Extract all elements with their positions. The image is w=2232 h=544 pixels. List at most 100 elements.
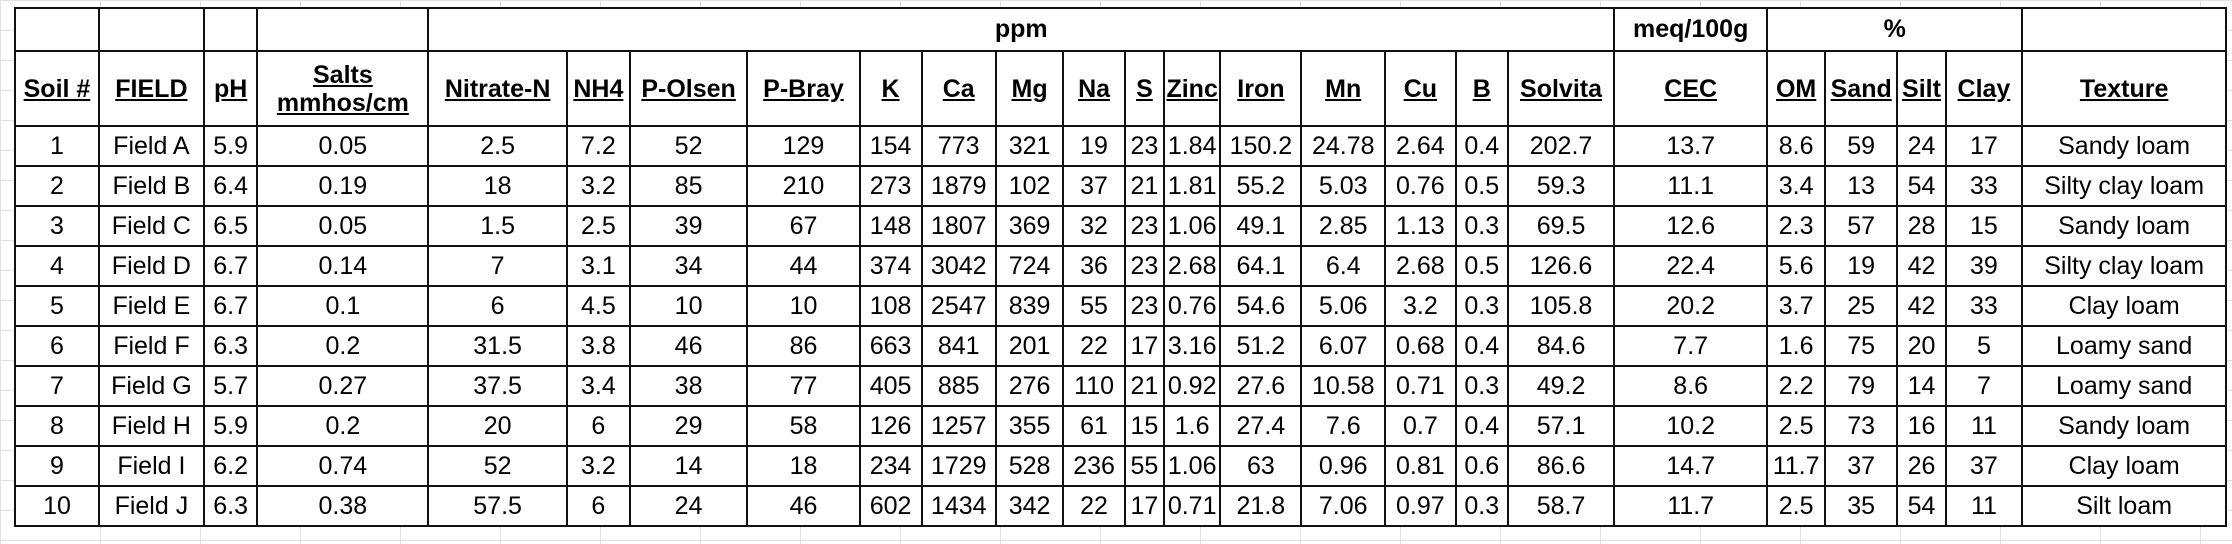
cell-solvita: 84.6 — [1506, 325, 1616, 367]
cell-ca: 1257 — [920, 405, 997, 447]
cell-field: Field G — [97, 365, 205, 407]
cell-k: 663 — [858, 325, 923, 367]
cell-na: 32 — [1062, 205, 1127, 247]
cell-cu: 0.76 — [1384, 165, 1457, 207]
cell-salts: 0.05 — [256, 125, 430, 167]
cell-cec: 11.1 — [1613, 165, 1769, 207]
cell-mg: 102 — [994, 165, 1065, 207]
cell-field: Field F — [97, 325, 205, 367]
column-header-row: Soil # FIELD pH Salts mmhos/cm Nitrate-N… — [14, 50, 2227, 127]
cell-k: 234 — [858, 445, 923, 487]
cell-texture: Sandy loam — [2021, 125, 2227, 167]
cell-mg: 355 — [994, 405, 1065, 447]
cell-soil: 9 — [14, 445, 100, 487]
cell-na: 236 — [1062, 445, 1127, 487]
cell-ph: 6.4 — [202, 165, 259, 207]
cell-s: 15 — [1124, 405, 1165, 447]
header-solvita: Solvita — [1506, 50, 1616, 127]
cell-ph: 6.3 — [202, 485, 259, 527]
cell-na: 19 — [1062, 125, 1127, 167]
cell-solvita: 86.6 — [1506, 445, 1616, 487]
cell-om: 2.5 — [1766, 485, 1826, 527]
cell-ph: 6.7 — [202, 245, 259, 287]
cell-na: 61 — [1062, 405, 1127, 447]
cell-ph: 6.3 — [202, 325, 259, 367]
cell-om: 2.3 — [1766, 205, 1826, 247]
cell-s: 23 — [1124, 285, 1165, 327]
cell-ca: 1729 — [920, 445, 997, 487]
cell-nitrate: 37.5 — [427, 365, 568, 407]
header-sand: Sand — [1823, 50, 1899, 127]
cell-b: 0.3 — [1454, 205, 1509, 247]
cell-iron: 63 — [1219, 445, 1303, 487]
cell-mg: 201 — [994, 325, 1065, 367]
cell-field: Field E — [97, 285, 205, 327]
header-om: OM — [1766, 50, 1826, 127]
cell-salts: 0.2 — [256, 405, 430, 447]
cell-b: 0.4 — [1454, 125, 1509, 167]
table-row: 2 Field B 6.4 0.19 18 3.2 85 210 273 1879 102 37 21 1… — [14, 165, 2227, 207]
cell-om: 3.4 — [1766, 165, 1826, 207]
cell-ca: 1434 — [920, 485, 997, 527]
cell-cu: 2.64 — [1384, 125, 1457, 167]
cell-texture: Clay loam — [2021, 285, 2227, 327]
cell-p-olsen: 34 — [628, 245, 749, 287]
cell-nitrate: 1.5 — [427, 205, 568, 247]
header-field: FIELD — [97, 50, 205, 127]
cell-nh4: 7.2 — [565, 125, 631, 167]
cell-ph: 5.9 — [202, 125, 259, 167]
cell-salts: 0.05 — [256, 205, 430, 247]
cell-nitrate: 20 — [427, 405, 568, 447]
cec-unit-header: meq/100g — [1613, 7, 1769, 52]
cell-silt: 28 — [1896, 205, 1947, 247]
cell-field: Field H — [97, 405, 205, 447]
group-blank-cell — [14, 7, 100, 52]
header-iron: Iron — [1219, 50, 1303, 127]
cell-field: Field I — [97, 445, 205, 487]
cell-ph: 6.5 — [202, 205, 259, 247]
cell-zinc: 1.84 — [1162, 125, 1222, 167]
cell-s: 23 — [1124, 205, 1165, 247]
cell-nitrate: 7 — [427, 245, 568, 287]
cell-mn: 24.78 — [1300, 125, 1387, 167]
cell-silt: 54 — [1896, 485, 1947, 527]
cell-solvita: 126.6 — [1506, 245, 1616, 287]
cell-soil: 3 — [14, 205, 100, 247]
cell-ca: 773 — [920, 125, 997, 167]
cell-cu: 3.2 — [1384, 285, 1457, 327]
cell-silt: 42 — [1896, 285, 1947, 327]
header-b: B — [1454, 50, 1509, 127]
cell-texture: Sandy loam — [2021, 405, 2227, 447]
cell-p-bray: 44 — [746, 245, 861, 287]
group-header-row: ppm meq/100g % — [14, 7, 2227, 52]
header-silt: Silt — [1896, 50, 1947, 127]
cell-zinc: 2.68 — [1162, 245, 1222, 287]
cell-nitrate: 57.5 — [427, 485, 568, 527]
header-p-bray: P-Bray — [746, 50, 861, 127]
cell-salts: 0.38 — [256, 485, 430, 527]
header-k: K — [858, 50, 923, 127]
cell-k: 273 — [858, 165, 923, 207]
cell-iron: 51.2 — [1219, 325, 1303, 367]
cell-om: 11.7 — [1766, 445, 1826, 487]
cell-sand: 25 — [1823, 285, 1899, 327]
cell-zinc: 0.76 — [1162, 285, 1222, 327]
table-row: 3 Field C 6.5 0.05 1.5 2.5 39 67 148 1807 369 32 23 1… — [14, 205, 2227, 247]
header-s: S — [1124, 50, 1165, 127]
cell-k: 602 — [858, 485, 923, 527]
cell-solvita: 58.7 — [1506, 485, 1616, 527]
cell-s: 21 — [1124, 365, 1165, 407]
cell-iron: 21.8 — [1219, 485, 1303, 527]
cell-salts: 0.27 — [256, 365, 430, 407]
cell-nh4: 3.2 — [565, 165, 631, 207]
cell-nh4: 2.5 — [565, 205, 631, 247]
cell-zinc: 1.06 — [1162, 205, 1222, 247]
cell-k: 148 — [858, 205, 923, 247]
cell-p-bray: 86 — [746, 325, 861, 367]
cell-mn: 10.58 — [1300, 365, 1387, 407]
cell-nh4: 6 — [565, 405, 631, 447]
cell-sand: 13 — [1823, 165, 1899, 207]
cell-nh4: 4.5 — [565, 285, 631, 327]
cell-silt: 42 — [1896, 245, 1947, 287]
cell-salts: 0.14 — [256, 245, 430, 287]
